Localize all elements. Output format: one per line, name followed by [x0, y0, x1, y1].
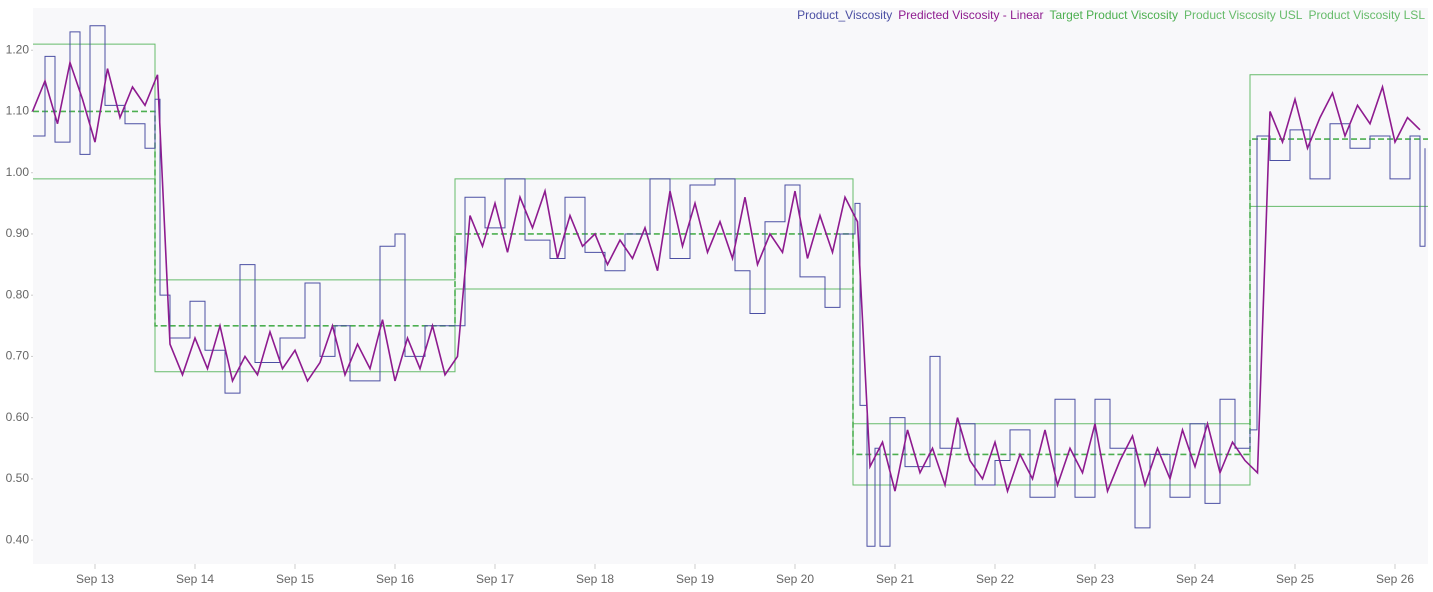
series-line	[33, 178, 1428, 486]
x-tick-label: Sep 26	[1376, 572, 1414, 586]
x-tick-label: Sep 24	[1176, 572, 1214, 586]
y-tick-label: 0.70	[6, 349, 30, 363]
y-tick-label: 1.00	[6, 165, 30, 179]
legend-entry[interactable]: Product Viscosity USL	[1183, 8, 1303, 22]
legend-entry[interactable]: Product Viscosity LSL	[1308, 8, 1425, 22]
x-tick-label: Sep 21	[876, 572, 914, 586]
x-tick-label: Sep 20	[776, 572, 814, 586]
y-tick-label: 0.50	[6, 471, 30, 485]
legend-entry[interactable]: Product_Viscosity	[797, 8, 893, 22]
x-tick-label: Sep 18	[576, 572, 614, 586]
y-tick-label: 1.20	[6, 42, 30, 56]
x-tick-label: Sep 16	[376, 572, 414, 586]
y-tick-label: 0.90	[6, 226, 30, 240]
series-line	[33, 110, 1428, 456]
legend: Product_Viscosity Predicted Viscosity - L…	[797, 8, 1425, 22]
x-tick-label: Sep 13	[76, 572, 114, 586]
x-tick-label: Sep 25	[1276, 572, 1314, 586]
y-tick-label: 0.80	[6, 287, 30, 301]
legend-entry[interactable]: Predicted Viscosity - Linear	[898, 8, 1044, 22]
plot-area	[33, 8, 1428, 564]
x-tick-label: Sep 19	[676, 572, 714, 586]
y-tick-label: 1.10	[6, 104, 30, 118]
x-tick-label: Sep 14	[176, 572, 214, 586]
x-tick-label: Sep 17	[476, 572, 514, 586]
y-tick-label: 0.40	[6, 532, 30, 546]
x-tick-label: Sep 15	[276, 572, 314, 586]
x-tick-label: Sep 22	[976, 572, 1014, 586]
y-tick-label: 0.60	[6, 410, 30, 424]
x-tick-label: Sep 23	[1076, 572, 1114, 586]
series-line	[31, 59, 1421, 494]
legend-entry[interactable]: Target Product Viscosity	[1049, 8, 1178, 22]
series-line	[33, 25, 1426, 547]
